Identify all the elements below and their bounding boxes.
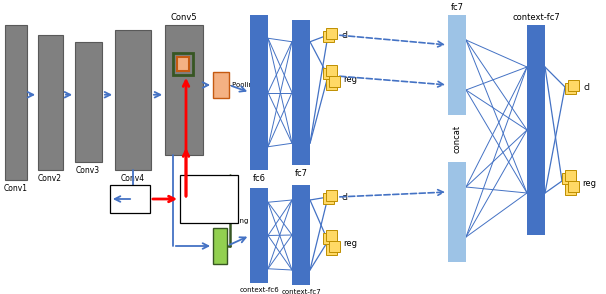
Bar (448, 15, 466, 115)
Text: Conv4: Conv4 (121, 174, 145, 183)
Bar (568, 181, 579, 192)
Bar (115, 30, 151, 170)
Bar (326, 28, 337, 39)
Text: Conv1: Conv1 (4, 184, 28, 193)
Bar (326, 190, 337, 201)
Text: reg: reg (343, 240, 357, 248)
Text: Conv3: Conv3 (76, 166, 100, 175)
Bar (213, 72, 229, 98)
Bar (250, 188, 268, 283)
Bar (448, 162, 466, 262)
Text: reg: reg (343, 74, 357, 83)
Text: context-fc7: context-fc7 (512, 13, 560, 22)
Bar (38, 35, 63, 170)
Text: Conv5: Conv5 (171, 13, 198, 22)
Text: cl: cl (341, 31, 348, 39)
Bar (565, 184, 576, 195)
Bar (177, 57, 189, 71)
Bar (527, 25, 545, 235)
Text: fc6: fc6 (253, 174, 265, 183)
Bar (75, 42, 102, 162)
Text: Conv2: Conv2 (38, 174, 62, 183)
Bar (213, 228, 227, 264)
Bar (329, 76, 340, 87)
Bar (292, 185, 310, 285)
Bar (250, 15, 268, 170)
Text: Context
bbox
generator: Context bbox generator (190, 184, 228, 214)
Bar (180, 175, 238, 223)
Bar (292, 20, 310, 165)
Text: fc7: fc7 (450, 3, 464, 12)
Text: reg: reg (582, 180, 596, 188)
Bar (173, 53, 193, 75)
Bar (110, 185, 150, 213)
Text: fc7: fc7 (295, 169, 307, 178)
Bar (565, 83, 576, 94)
Bar (329, 241, 340, 252)
Text: concat: concat (453, 124, 462, 153)
Bar (323, 233, 334, 244)
Bar (326, 230, 337, 241)
Bar (165, 25, 203, 155)
Bar (562, 173, 573, 184)
Bar (323, 193, 334, 204)
Bar (5, 25, 27, 180)
Bar (326, 79, 337, 90)
Text: RoI-Pooling: RoI-Pooling (211, 218, 249, 224)
Text: RPN: RPN (121, 195, 139, 203)
Text: cl: cl (583, 83, 590, 91)
Text: context-fc6: context-fc6 (239, 287, 279, 293)
Text: context-fc7: context-fc7 (281, 289, 321, 294)
Bar (326, 65, 337, 76)
Text: RoI-Pooling: RoI-Pooling (220, 82, 258, 88)
Bar (326, 244, 337, 255)
Bar (568, 80, 579, 91)
Text: cl: cl (341, 193, 348, 201)
Bar (323, 68, 334, 79)
Bar (323, 31, 334, 42)
Bar (565, 170, 576, 181)
